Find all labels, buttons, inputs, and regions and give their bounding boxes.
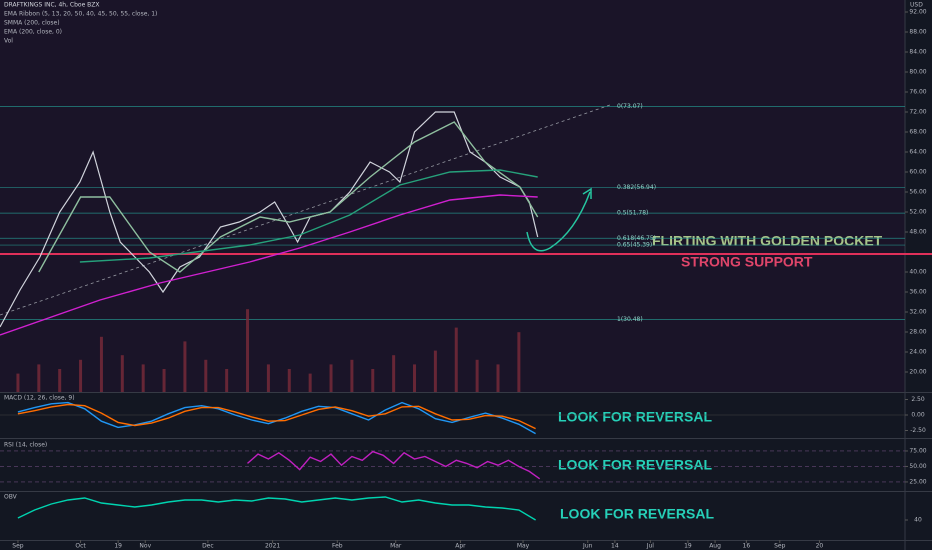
volume-bar [246,309,250,392]
y-tick-label: 32.00 [909,309,926,316]
volume-bar [183,341,187,392]
y-tick-label: 50.00 [909,463,926,470]
pane-title: OBV [4,494,18,501]
series-line [247,450,541,480]
volume-bar [58,369,62,392]
y-tick-label: 40 [914,517,922,524]
x-tick-label: Sep [774,543,786,550]
fib-label: 0(73.07) [617,103,643,110]
series-line [0,194,538,336]
y-tick-label: 28.00 [909,329,926,336]
annotation: LOOK FOR REVERSAL [558,409,712,425]
volume-bar [496,364,500,392]
fib-label: 0.382(56.94) [617,184,656,191]
x-tick-label: May [517,543,530,550]
y-tick-label: 84.00 [909,49,926,56]
y-tick-label: 64.00 [909,149,926,156]
annotation: STRONG SUPPORT [681,254,813,270]
series-line [17,403,536,430]
volume-bar [475,359,479,392]
x-tick-label: Aug [709,543,721,550]
y-tick-label: 25.00 [909,478,926,485]
volume-bar [266,364,270,392]
volume-bar [16,373,20,392]
x-tick-label: 14 [611,543,619,550]
x-tick-label: Mar [390,543,402,550]
indicator-label: EMA Ribbon (5, 13, 20, 50, 40, 45, 50, 5… [4,11,157,18]
volume-bar [454,327,458,392]
volume-bar [162,369,166,392]
volume-bar [79,359,83,392]
x-tick-label: 20 [816,543,824,550]
annotation: FLIRTING WITH GOLDEN POCKET [652,233,883,249]
series-line [17,496,536,521]
x-tick-label: 19 [114,543,122,550]
x-tick-label: Apr [455,543,466,550]
volume-bar [350,359,354,392]
volume-bar [413,364,417,392]
indicator-label: EMA (200, close, 0) [4,29,62,36]
y-tick-label: 2.50 [911,396,925,403]
y-tick-label: 40.00 [909,269,926,276]
volume-bar [287,369,291,392]
x-tick-label: Sep [12,543,24,550]
volume-bar [371,369,375,392]
arrow-head [582,187,592,199]
y-tick-label: 76.00 [909,89,926,96]
y-tick-label: 60.00 [909,169,926,176]
fib-label: 1(30.48) [617,316,643,323]
y-tick-label: 72.00 [909,109,926,116]
annotation: LOOK FOR REVERSAL [560,506,714,522]
volume-bar [329,364,333,392]
volume-bar [392,355,396,392]
x-tick-label: Jun [582,543,593,550]
x-tick-label: Jul [646,543,655,550]
x-tick-label: Dec [202,543,214,550]
series-line [79,169,538,263]
symbol-title: DRAFTKINGS INC, 4h, Cboe BZX [4,2,100,9]
y-tick-label: 68.00 [909,129,926,136]
y-tick-label: 56.00 [909,189,926,196]
y-tick-label: 80.00 [909,69,926,76]
y-tick-label: 52.00 [909,209,926,216]
x-tick-label: Oct [75,543,86,550]
y-tick-label: 24.00 [909,349,926,356]
indicator-label: Vol [4,38,13,45]
y-tick-label: 36.00 [909,289,926,296]
fib-label: 0.65(45.39) [617,242,652,249]
volume-bar [141,364,145,392]
y-tick-label: -2.50 [910,427,926,434]
y-tick-label: 48.00 [909,229,926,236]
volume-bar [308,373,312,392]
volume-bar [120,355,124,392]
volume-bar [225,369,229,392]
price-pane [0,0,905,392]
volume-bar [99,336,103,392]
y-tick-label: 75.00 [909,447,926,454]
fib-label: 0.618(46.75) [617,235,656,242]
volume-bar [433,350,437,392]
x-tick-label: Feb [332,543,343,550]
y-tick-label: 88.00 [909,29,926,36]
fib-label: 0.5(51.78) [617,210,648,217]
volume-bar [37,364,41,392]
y-tick-label: 92.00 [909,9,926,16]
x-tick-label: 19 [684,543,692,550]
volume-bar [204,359,208,392]
currency: USD [910,2,923,9]
indicator-label: SMMA (200, close) [4,20,60,27]
x-tick-label: 2021 [265,543,280,550]
y-tick-label: 20.00 [909,369,926,376]
y-tick-label: 0.00 [911,412,925,419]
arrow [526,191,591,252]
pane-title: MACD (12, 26, close, 9) [4,395,75,402]
x-tick-label: 16 [743,543,751,550]
series-line [38,121,539,273]
pane-title: RSI (14, close) [4,442,47,449]
x-tick-label: Nov [139,543,151,550]
annotation: LOOK FOR REVERSAL [558,457,712,473]
volume-bar [517,332,521,392]
